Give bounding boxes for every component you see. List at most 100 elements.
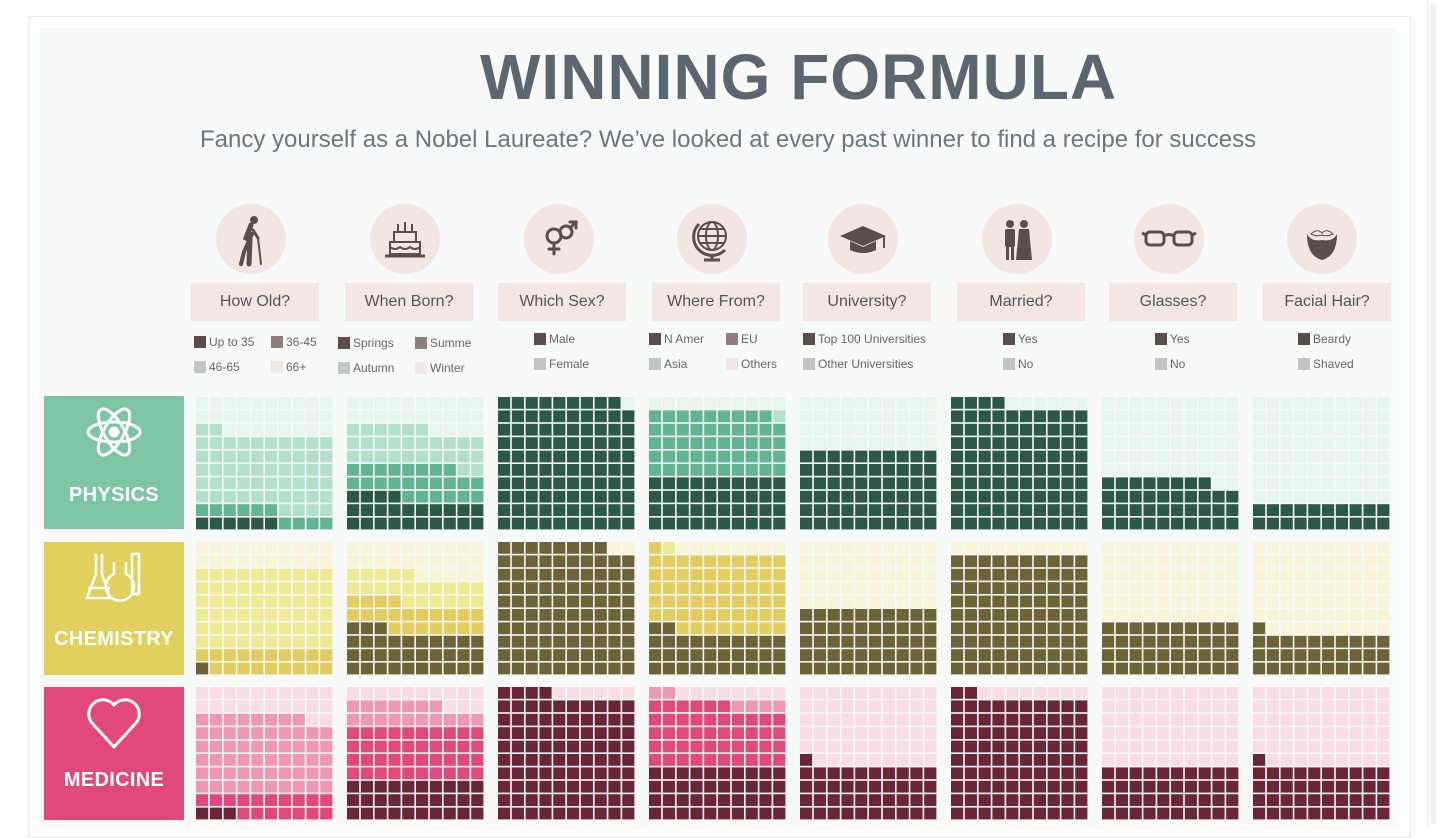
waffle-cell [718, 662, 731, 675]
waffle-cell [374, 794, 387, 806]
waffle-cell [1280, 807, 1293, 820]
waffle-cell [278, 517, 291, 530]
waffle-cell [292, 622, 305, 635]
waffle-cell [1157, 397, 1170, 409]
waffle-cell [924, 582, 937, 594]
waffle-cell [278, 740, 291, 753]
waffle-cell [662, 609, 675, 621]
waffle-cell [402, 410, 415, 423]
waffle-cell [457, 727, 470, 739]
waffle-cell [594, 794, 607, 806]
waffle-cell [580, 635, 593, 648]
waffle-cell [374, 542, 387, 554]
waffle-cell [539, 767, 552, 780]
waffle-cell [237, 437, 250, 449]
waffle-cell [773, 517, 786, 530]
waffle-cell [360, 754, 373, 766]
waffle-medicine-married [951, 687, 1088, 820]
waffle-cell [964, 450, 977, 463]
waffle-cell [841, 635, 854, 648]
waffle-cell [608, 649, 621, 661]
waffle-cell [498, 609, 511, 621]
scrollbar-thumb[interactable] [1431, 4, 1436, 824]
waffle-cell [1280, 740, 1293, 753]
waffle-cell [347, 780, 360, 793]
waffle-cell [649, 687, 662, 699]
waffle-cell [1047, 635, 1060, 648]
waffle-cell [1129, 504, 1142, 516]
waffle-cell [1129, 582, 1142, 594]
waffle-cell [265, 740, 278, 753]
waffle-cell [347, 490, 360, 503]
waffle-cell [1102, 423, 1115, 436]
waffle-cell [951, 423, 964, 436]
waffle-cell [662, 542, 675, 554]
waffle-cell [759, 464, 772, 476]
waffle-cell [704, 595, 717, 608]
waffle-cell [553, 464, 566, 476]
waffle-cell [978, 807, 991, 820]
waffle-cell [1171, 542, 1184, 554]
waffle-cell [690, 609, 703, 621]
waffle-cell [1157, 740, 1170, 753]
waffle-cell [429, 794, 442, 806]
waffle-cell [827, 555, 840, 568]
waffle-cell [539, 687, 552, 699]
waffle-cell [1335, 609, 1348, 621]
waffle-cell [306, 687, 319, 699]
waffle-cell [251, 437, 264, 449]
waffle-cell [237, 622, 250, 635]
waffle-cell [841, 649, 854, 661]
waffle-cell [841, 464, 854, 476]
waffle-cell [209, 700, 222, 713]
waffle-cell [882, 504, 895, 516]
waffle-cell [690, 542, 703, 554]
waffle-cell [196, 609, 209, 621]
waffle-cell [1349, 423, 1362, 436]
waffle-cell [347, 687, 360, 699]
waffle-cell [662, 410, 675, 423]
waffle-cell [1075, 477, 1088, 490]
waffle-cell [924, 649, 937, 661]
waffle-cell [1006, 410, 1019, 423]
waffle-cell [1129, 754, 1142, 766]
waffle-cell [278, 555, 291, 568]
waffle-cell [622, 622, 635, 635]
waffle-cell [1075, 568, 1088, 581]
waffle-cell [539, 582, 552, 594]
waffle-cell [608, 555, 621, 568]
waffle-cell [992, 740, 1005, 753]
waffle-cell [1129, 595, 1142, 608]
waffle-cell [374, 700, 387, 713]
waffle-cell [813, 700, 826, 713]
waffle-cell [1322, 622, 1335, 635]
waffle-cell [209, 780, 222, 793]
waffle-cell [292, 423, 305, 436]
waffle-cell [1266, 635, 1279, 648]
waffle-cell [1212, 780, 1225, 793]
waffle-cell [498, 423, 511, 436]
waffle-cell [457, 687, 470, 699]
waffle-cell [978, 794, 991, 806]
waffle-cell [704, 568, 717, 581]
waffle-cell [608, 713, 621, 726]
waffle-cell [978, 410, 991, 423]
waffle-cell [608, 780, 621, 793]
waffle-cell [416, 662, 429, 675]
waffle-cell [525, 397, 538, 409]
waffle-cell [388, 490, 401, 503]
waffle-cell [1266, 504, 1279, 516]
waffle-cell [718, 464, 731, 476]
waffle-cell [1212, 622, 1225, 635]
question-university: University? [803, 283, 931, 321]
waffle-cell [374, 740, 387, 753]
waffle-cell [813, 713, 826, 726]
waffle-cell [1212, 450, 1225, 463]
waffle-cell [511, 542, 524, 554]
waffle-cell [443, 713, 456, 726]
waffle-cell [951, 767, 964, 780]
waffle-cell [567, 740, 580, 753]
waffle-cell [1335, 687, 1348, 699]
waffle-cell [1335, 477, 1348, 490]
waffle-cell [594, 582, 607, 594]
